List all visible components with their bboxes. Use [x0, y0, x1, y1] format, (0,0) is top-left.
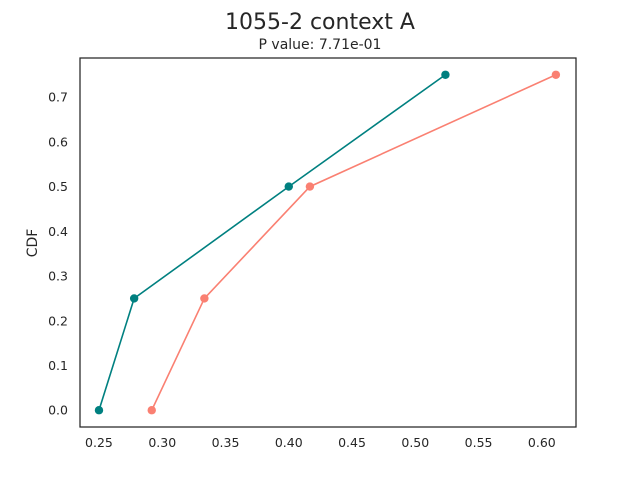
y-tick-label: 0.1	[48, 358, 68, 373]
x-tick-label: 0.55	[465, 435, 493, 450]
y-tick-label: 0.3	[48, 269, 68, 284]
y-tick-label: 0.6	[48, 134, 68, 149]
x-tick-label: 0.40	[275, 435, 303, 450]
y-tick-label: 0.7	[48, 90, 68, 105]
x-tick-label: 0.30	[148, 435, 176, 450]
x-tick-label: 0.50	[401, 435, 429, 450]
series-1-point	[129, 294, 139, 303]
tick-labels: 0.25 0.30 0.35 0.40 0.45 0.50 0.55 0.60 0.0 0.1 0.…	[48, 90, 556, 450]
series-2-point	[551, 70, 561, 79]
chart-title: 1055-2 context A	[225, 10, 415, 35]
series-1-point	[284, 182, 293, 191]
series-2-point	[147, 406, 156, 415]
axes-frame	[79, 57, 577, 428]
series-2-point	[305, 182, 315, 191]
y-tick-label: 0.4	[48, 224, 68, 239]
x-tick-label: 0.25	[85, 435, 113, 450]
plot-area	[94, 70, 561, 415]
y-tick-label: 0.0	[48, 403, 68, 418]
y-tick-label: 0.2	[48, 313, 68, 328]
series-1-point	[441, 70, 450, 79]
y-axis-label: CDF	[25, 229, 41, 258]
x-tick-label: 0.45	[338, 435, 366, 450]
series-2-point	[200, 294, 209, 303]
series-2-line	[151, 74, 557, 411]
y-tick-label: 0.5	[48, 179, 68, 194]
x-tick-label: 0.60	[528, 435, 556, 450]
series-1-point	[94, 406, 104, 415]
chart-subtitle: P value: 7.71e-01	[259, 37, 382, 53]
series-1-line	[98, 74, 446, 411]
x-tick-label: 0.35	[212, 435, 240, 450]
